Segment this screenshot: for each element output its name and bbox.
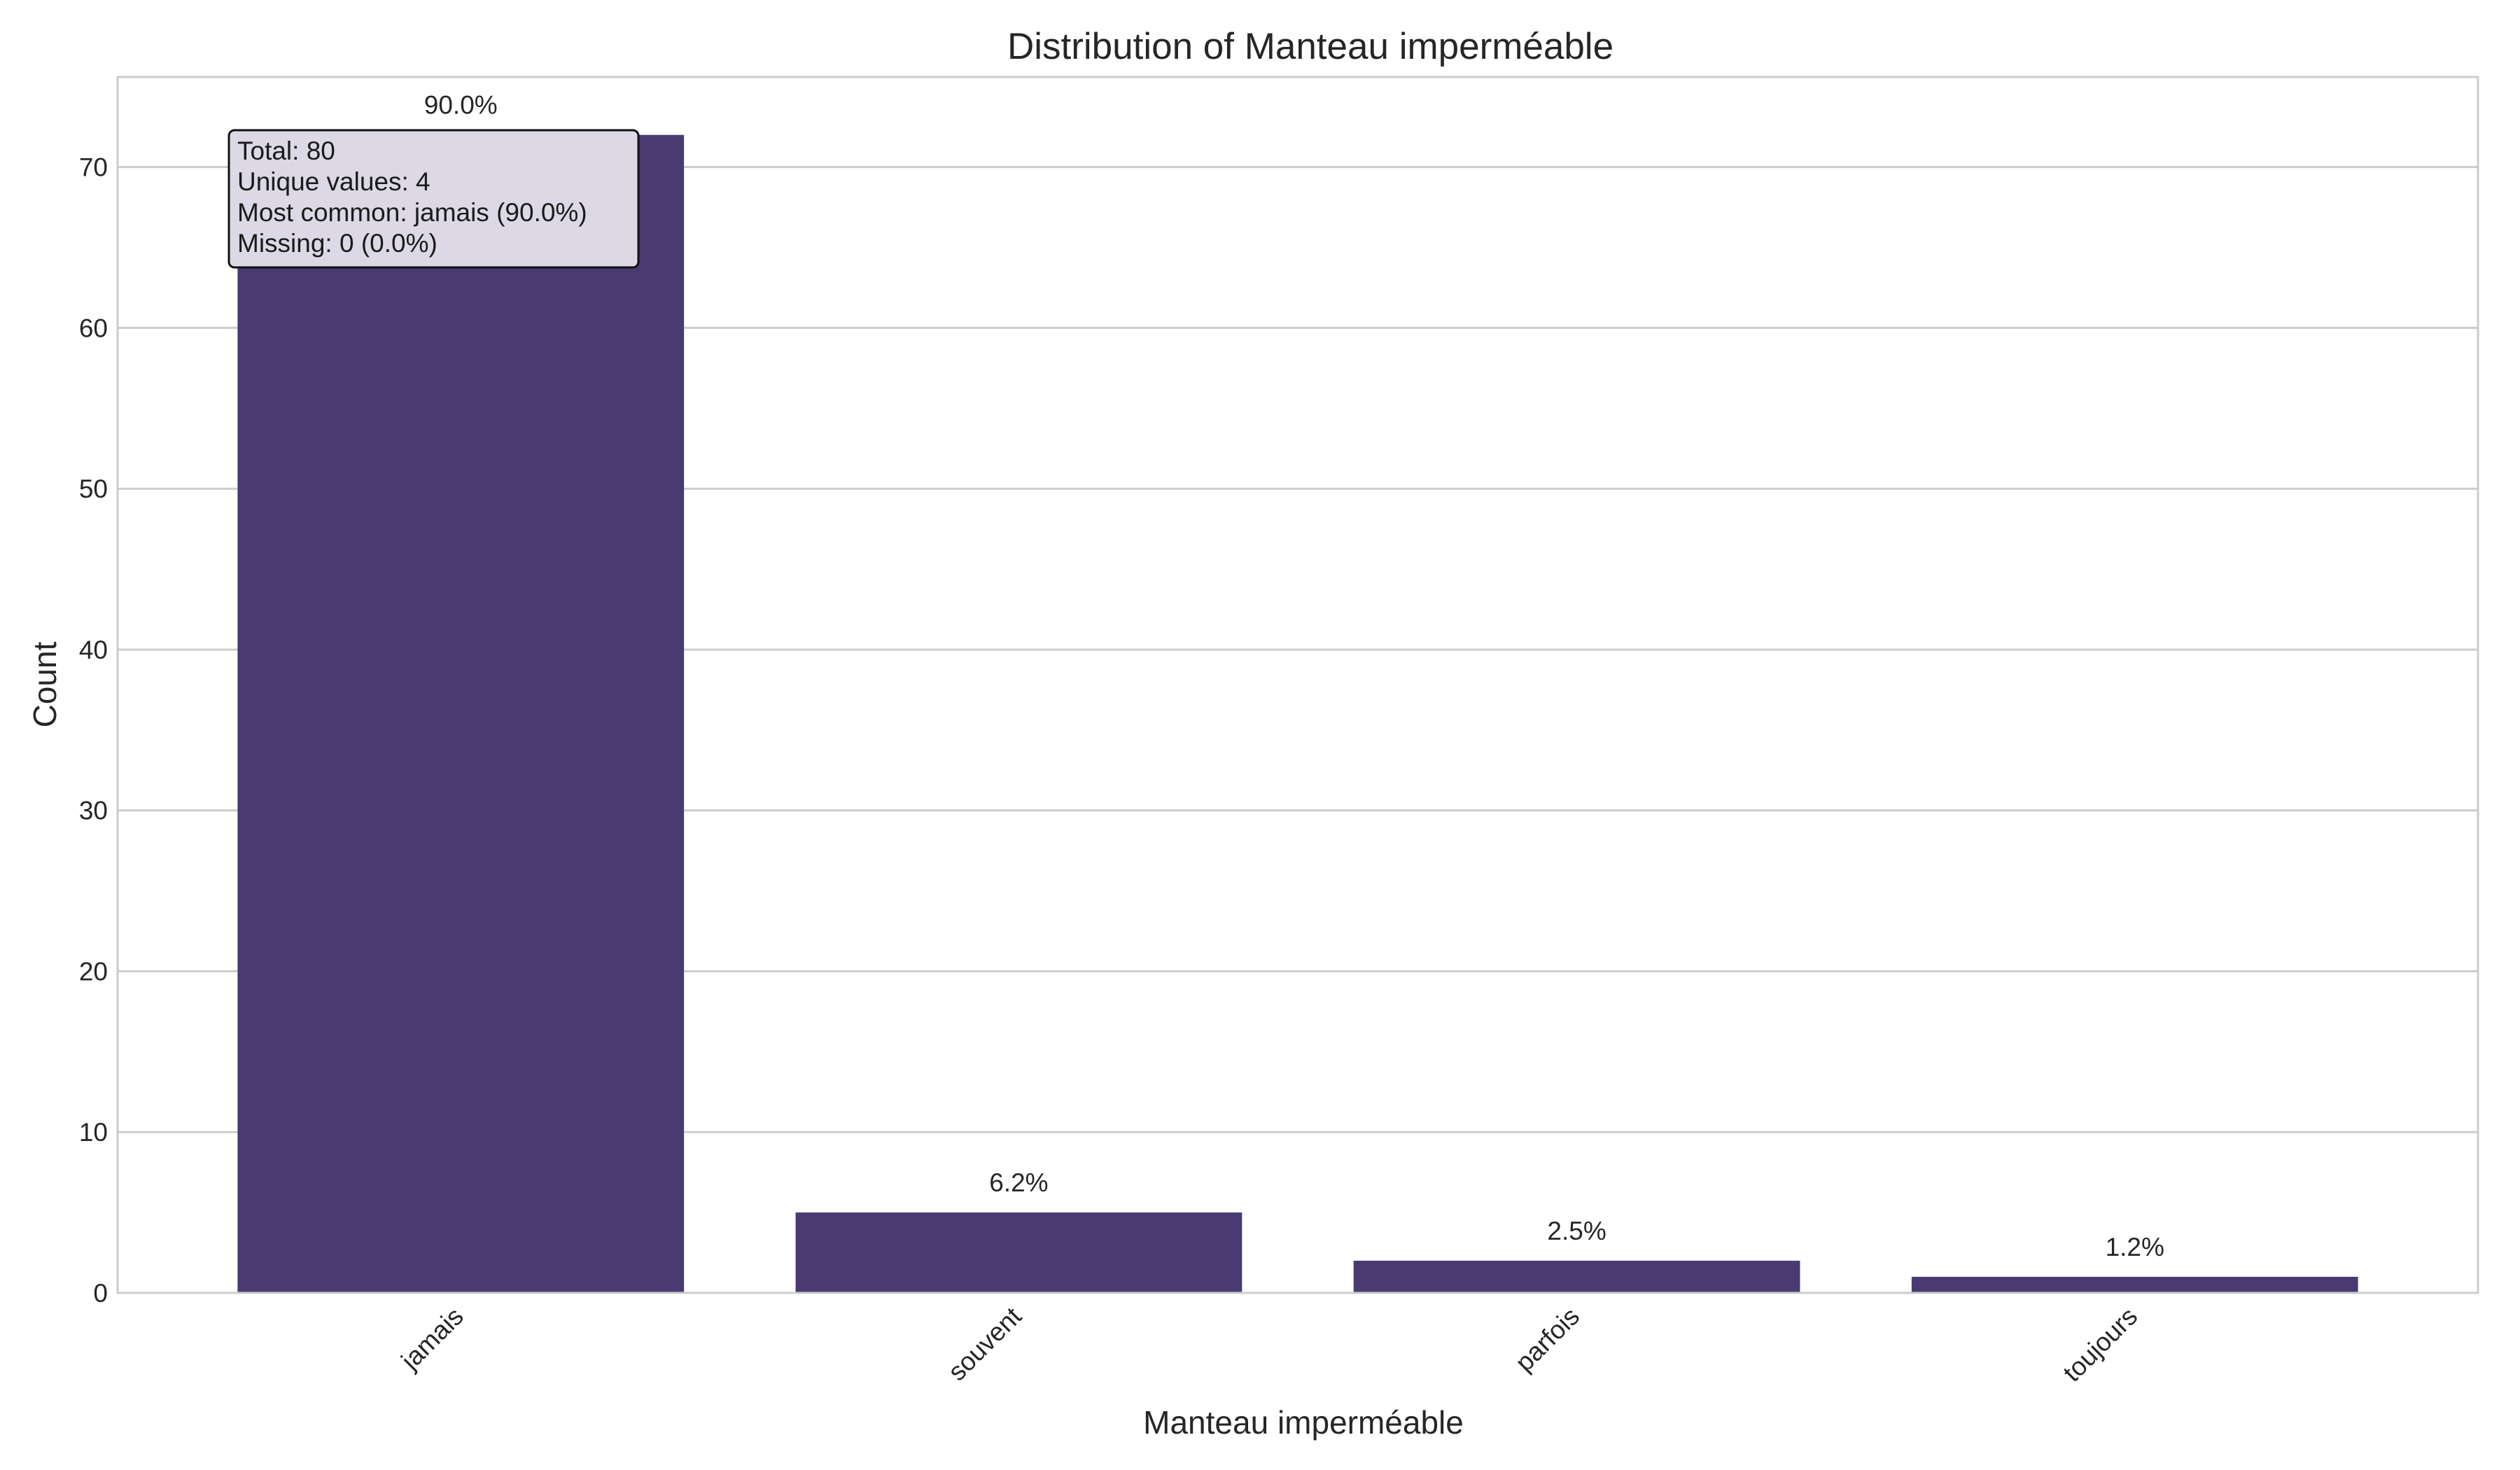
percent-label-toujours: 1.2% [2106,1233,2164,1261]
y-tick-label: 50 [79,475,108,503]
plot-frame [116,76,2479,1294]
percent-label-souvent: 6.2% [989,1168,1048,1197]
x-tick-label-souvent: souvent [942,1301,1027,1386]
chart-title: Distribution of Manteau imperméable [1007,26,1614,67]
percent-label-parfois: 2.5% [1547,1217,1606,1245]
y-tick-label: 70 [79,153,108,182]
y-tick-labels: 0 10 20 30 40 50 60 70 [79,153,108,1308]
bar-toujours [1911,1277,2358,1293]
x-tick-label-toujours: toujours [2057,1302,2143,1387]
y-axis-label: Count [27,641,63,727]
stats-box-background [227,129,640,269]
x-tick-label-parfois: parfois [1510,1302,1586,1378]
stats-line-total: Total: 80 [237,136,335,165]
y-tick-label: 60 [79,314,108,342]
bars [237,134,2358,1294]
y-tick-label: 10 [79,1118,108,1147]
stats-line-missing: Missing: 0 (0.0%) [237,229,438,258]
stats-line-unique: Unique values: 4 [237,167,430,196]
x-tick-labels: jamais souvent parfois toujours [396,1301,2143,1387]
stats-box: Total: 80 Unique values: 4 Most common: … [227,129,640,269]
bar-parfois [1353,1261,1800,1293]
percent-labels: 90.0% 6.2% 2.5% 1.2% [424,91,2164,1261]
x-axis-label: Manteau imperméable [1143,1404,1464,1441]
y-tick-label: 40 [79,636,108,664]
stats-line-most-common: Most common: jamais (90.0%) [237,198,587,227]
y-tick-label: 0 [93,1279,108,1308]
x-tick-label-jamais: jamais [396,1302,469,1376]
bar-souvent [795,1212,1242,1293]
percent-label-jamais: 90.0% [424,91,498,120]
bar-jamais [237,134,685,1294]
y-tick-label: 30 [79,797,108,825]
y-tick-label: 20 [79,957,108,986]
